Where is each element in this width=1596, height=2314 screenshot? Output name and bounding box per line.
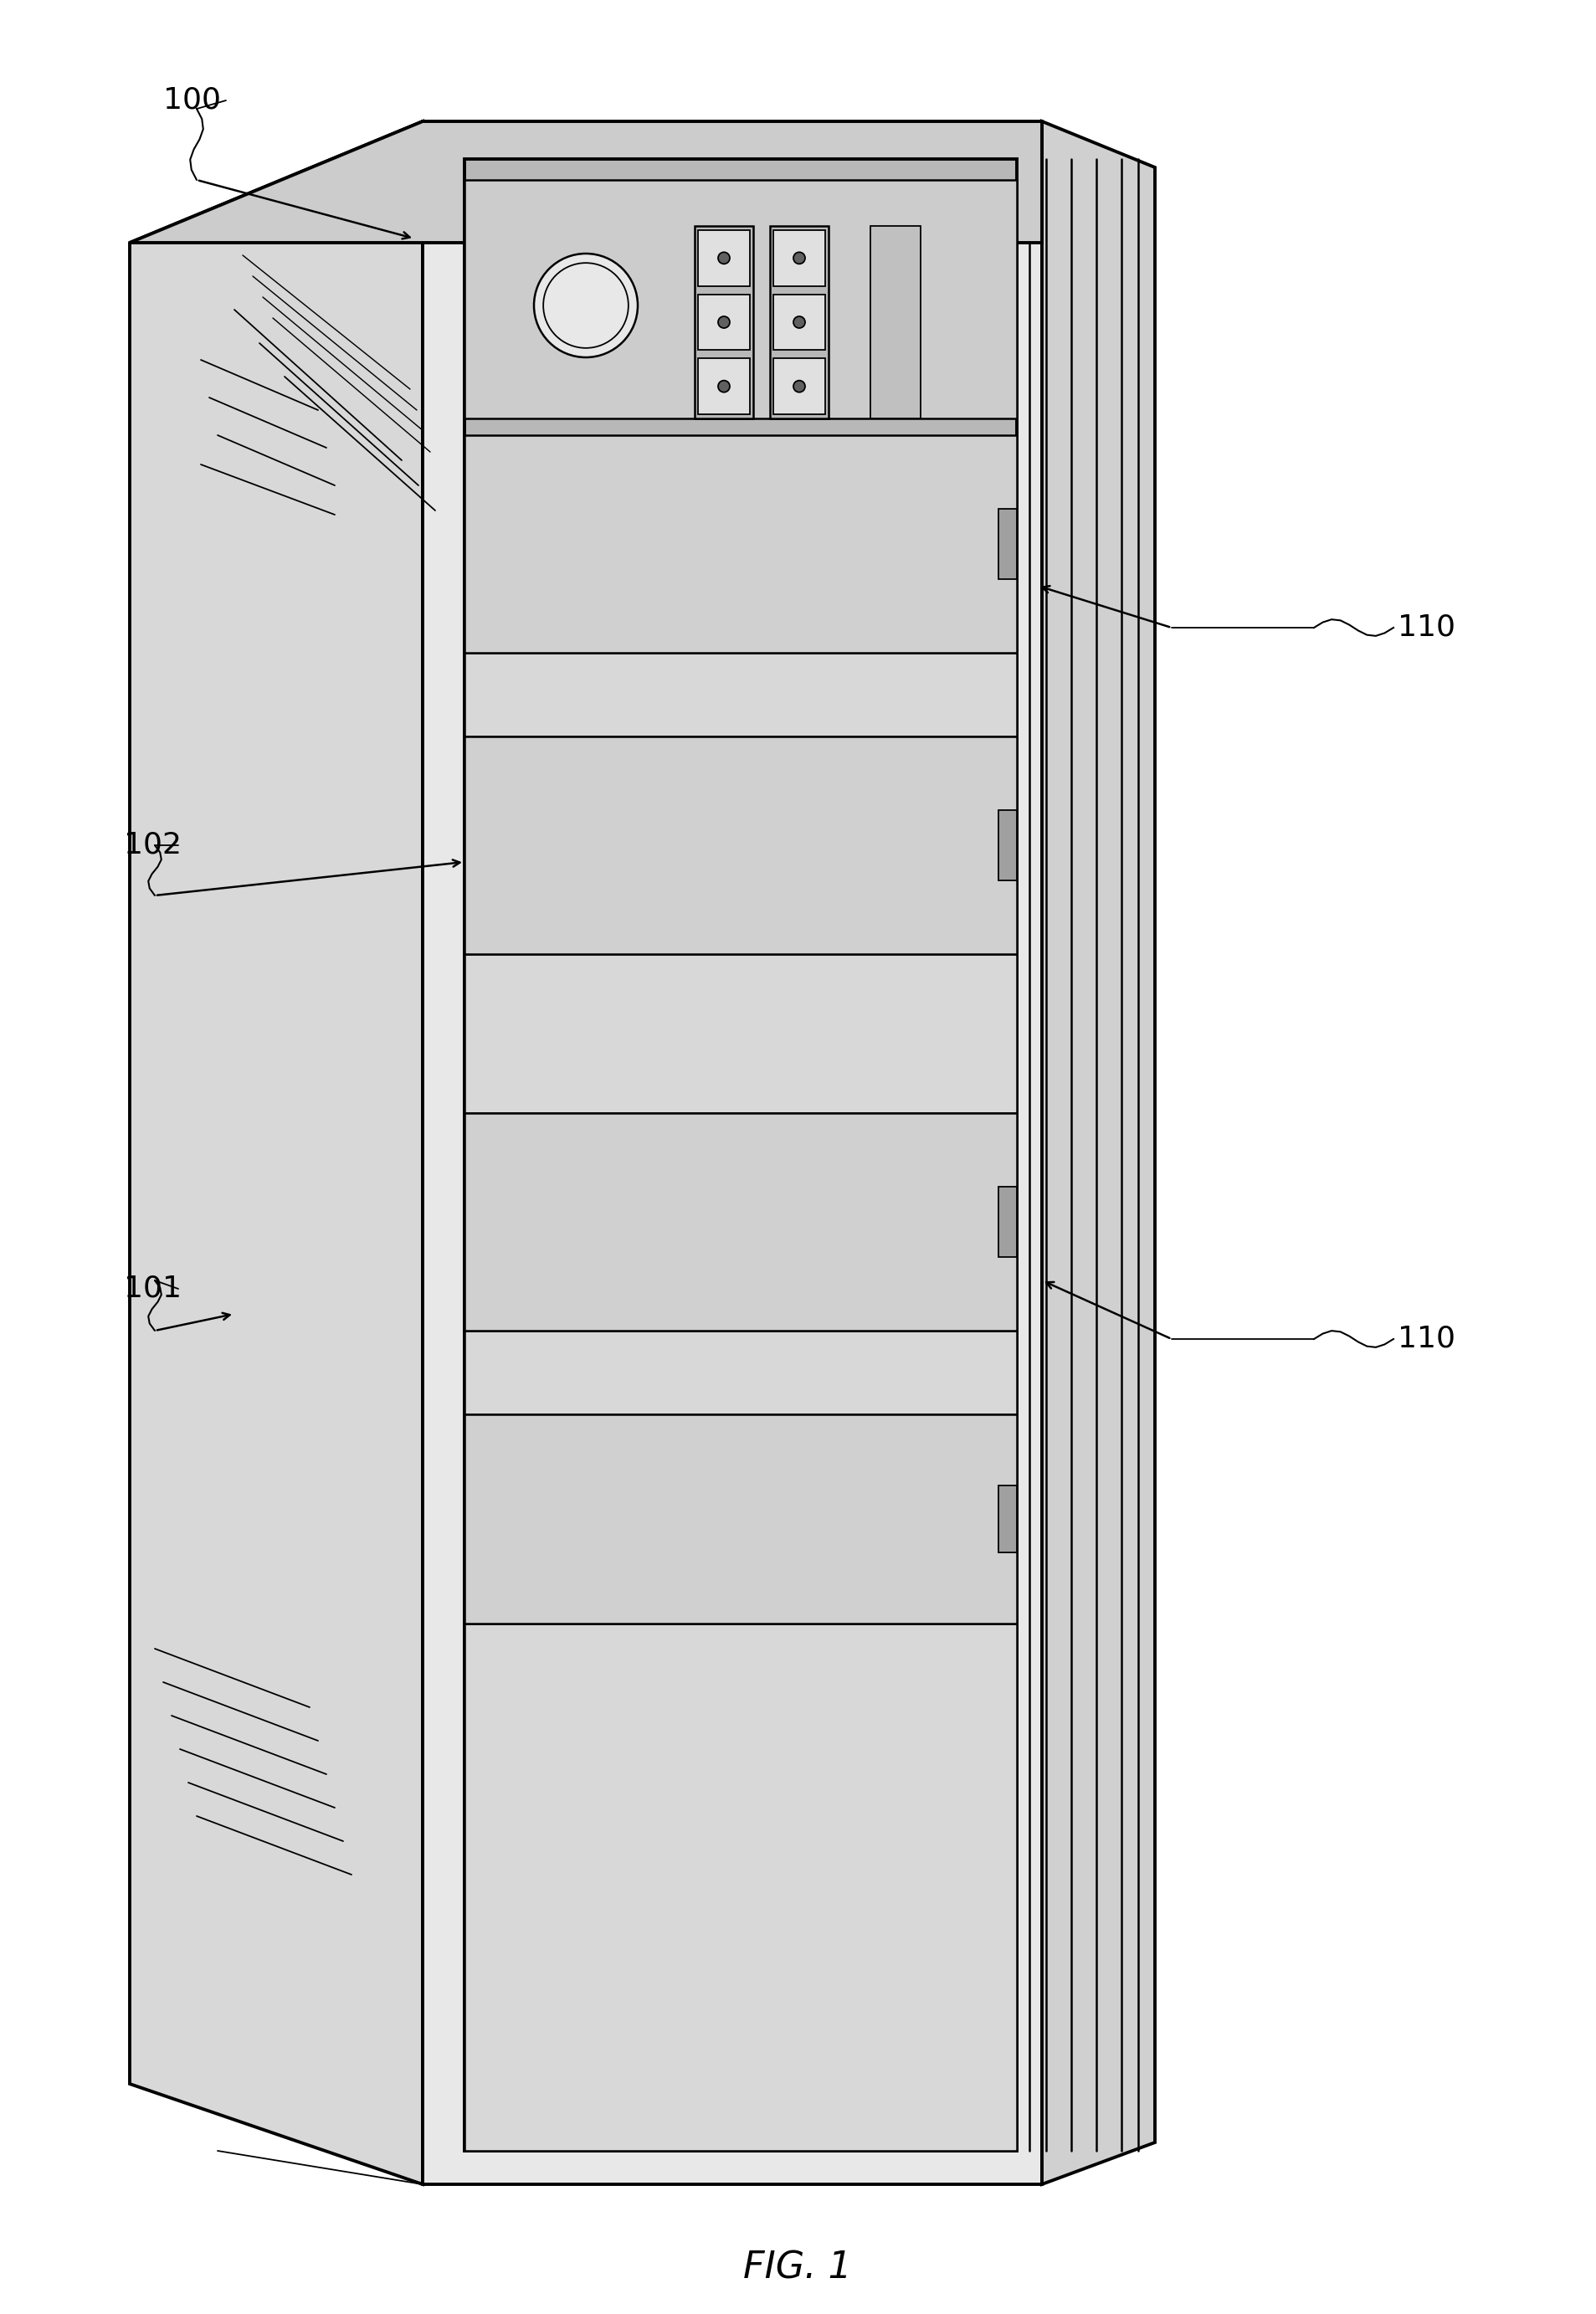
Polygon shape [423, 120, 1042, 2184]
Polygon shape [774, 229, 825, 287]
Circle shape [718, 317, 729, 329]
Polygon shape [697, 229, 750, 287]
Polygon shape [464, 1414, 1017, 1624]
Text: 101: 101 [124, 1275, 182, 1303]
Polygon shape [774, 294, 825, 349]
Polygon shape [129, 120, 423, 2184]
Text: 100: 100 [163, 86, 220, 116]
Circle shape [535, 255, 638, 356]
Circle shape [718, 252, 729, 264]
Polygon shape [129, 120, 1042, 243]
Circle shape [718, 379, 729, 391]
Text: FIG. 1: FIG. 1 [744, 2249, 852, 2286]
Polygon shape [999, 1187, 1017, 1257]
Circle shape [793, 379, 804, 391]
Polygon shape [697, 359, 750, 414]
Polygon shape [999, 1486, 1017, 1553]
Polygon shape [464, 1331, 1017, 1414]
Polygon shape [999, 810, 1017, 879]
Polygon shape [464, 180, 1017, 419]
Polygon shape [870, 227, 921, 419]
Polygon shape [464, 736, 1017, 953]
Text: 110: 110 [1398, 1326, 1456, 1354]
Polygon shape [464, 653, 1017, 736]
Polygon shape [464, 435, 1017, 653]
Polygon shape [999, 509, 1017, 578]
Circle shape [793, 252, 804, 264]
Polygon shape [464, 1113, 1017, 1331]
Text: 110: 110 [1398, 613, 1456, 641]
Polygon shape [1042, 120, 1156, 2184]
Polygon shape [464, 160, 1017, 2150]
Polygon shape [464, 953, 1017, 1113]
Circle shape [793, 317, 804, 329]
Polygon shape [774, 359, 825, 414]
Polygon shape [769, 227, 828, 419]
Polygon shape [694, 227, 753, 419]
Polygon shape [697, 294, 750, 349]
Text: 102: 102 [124, 831, 182, 858]
Polygon shape [464, 1624, 1017, 2150]
